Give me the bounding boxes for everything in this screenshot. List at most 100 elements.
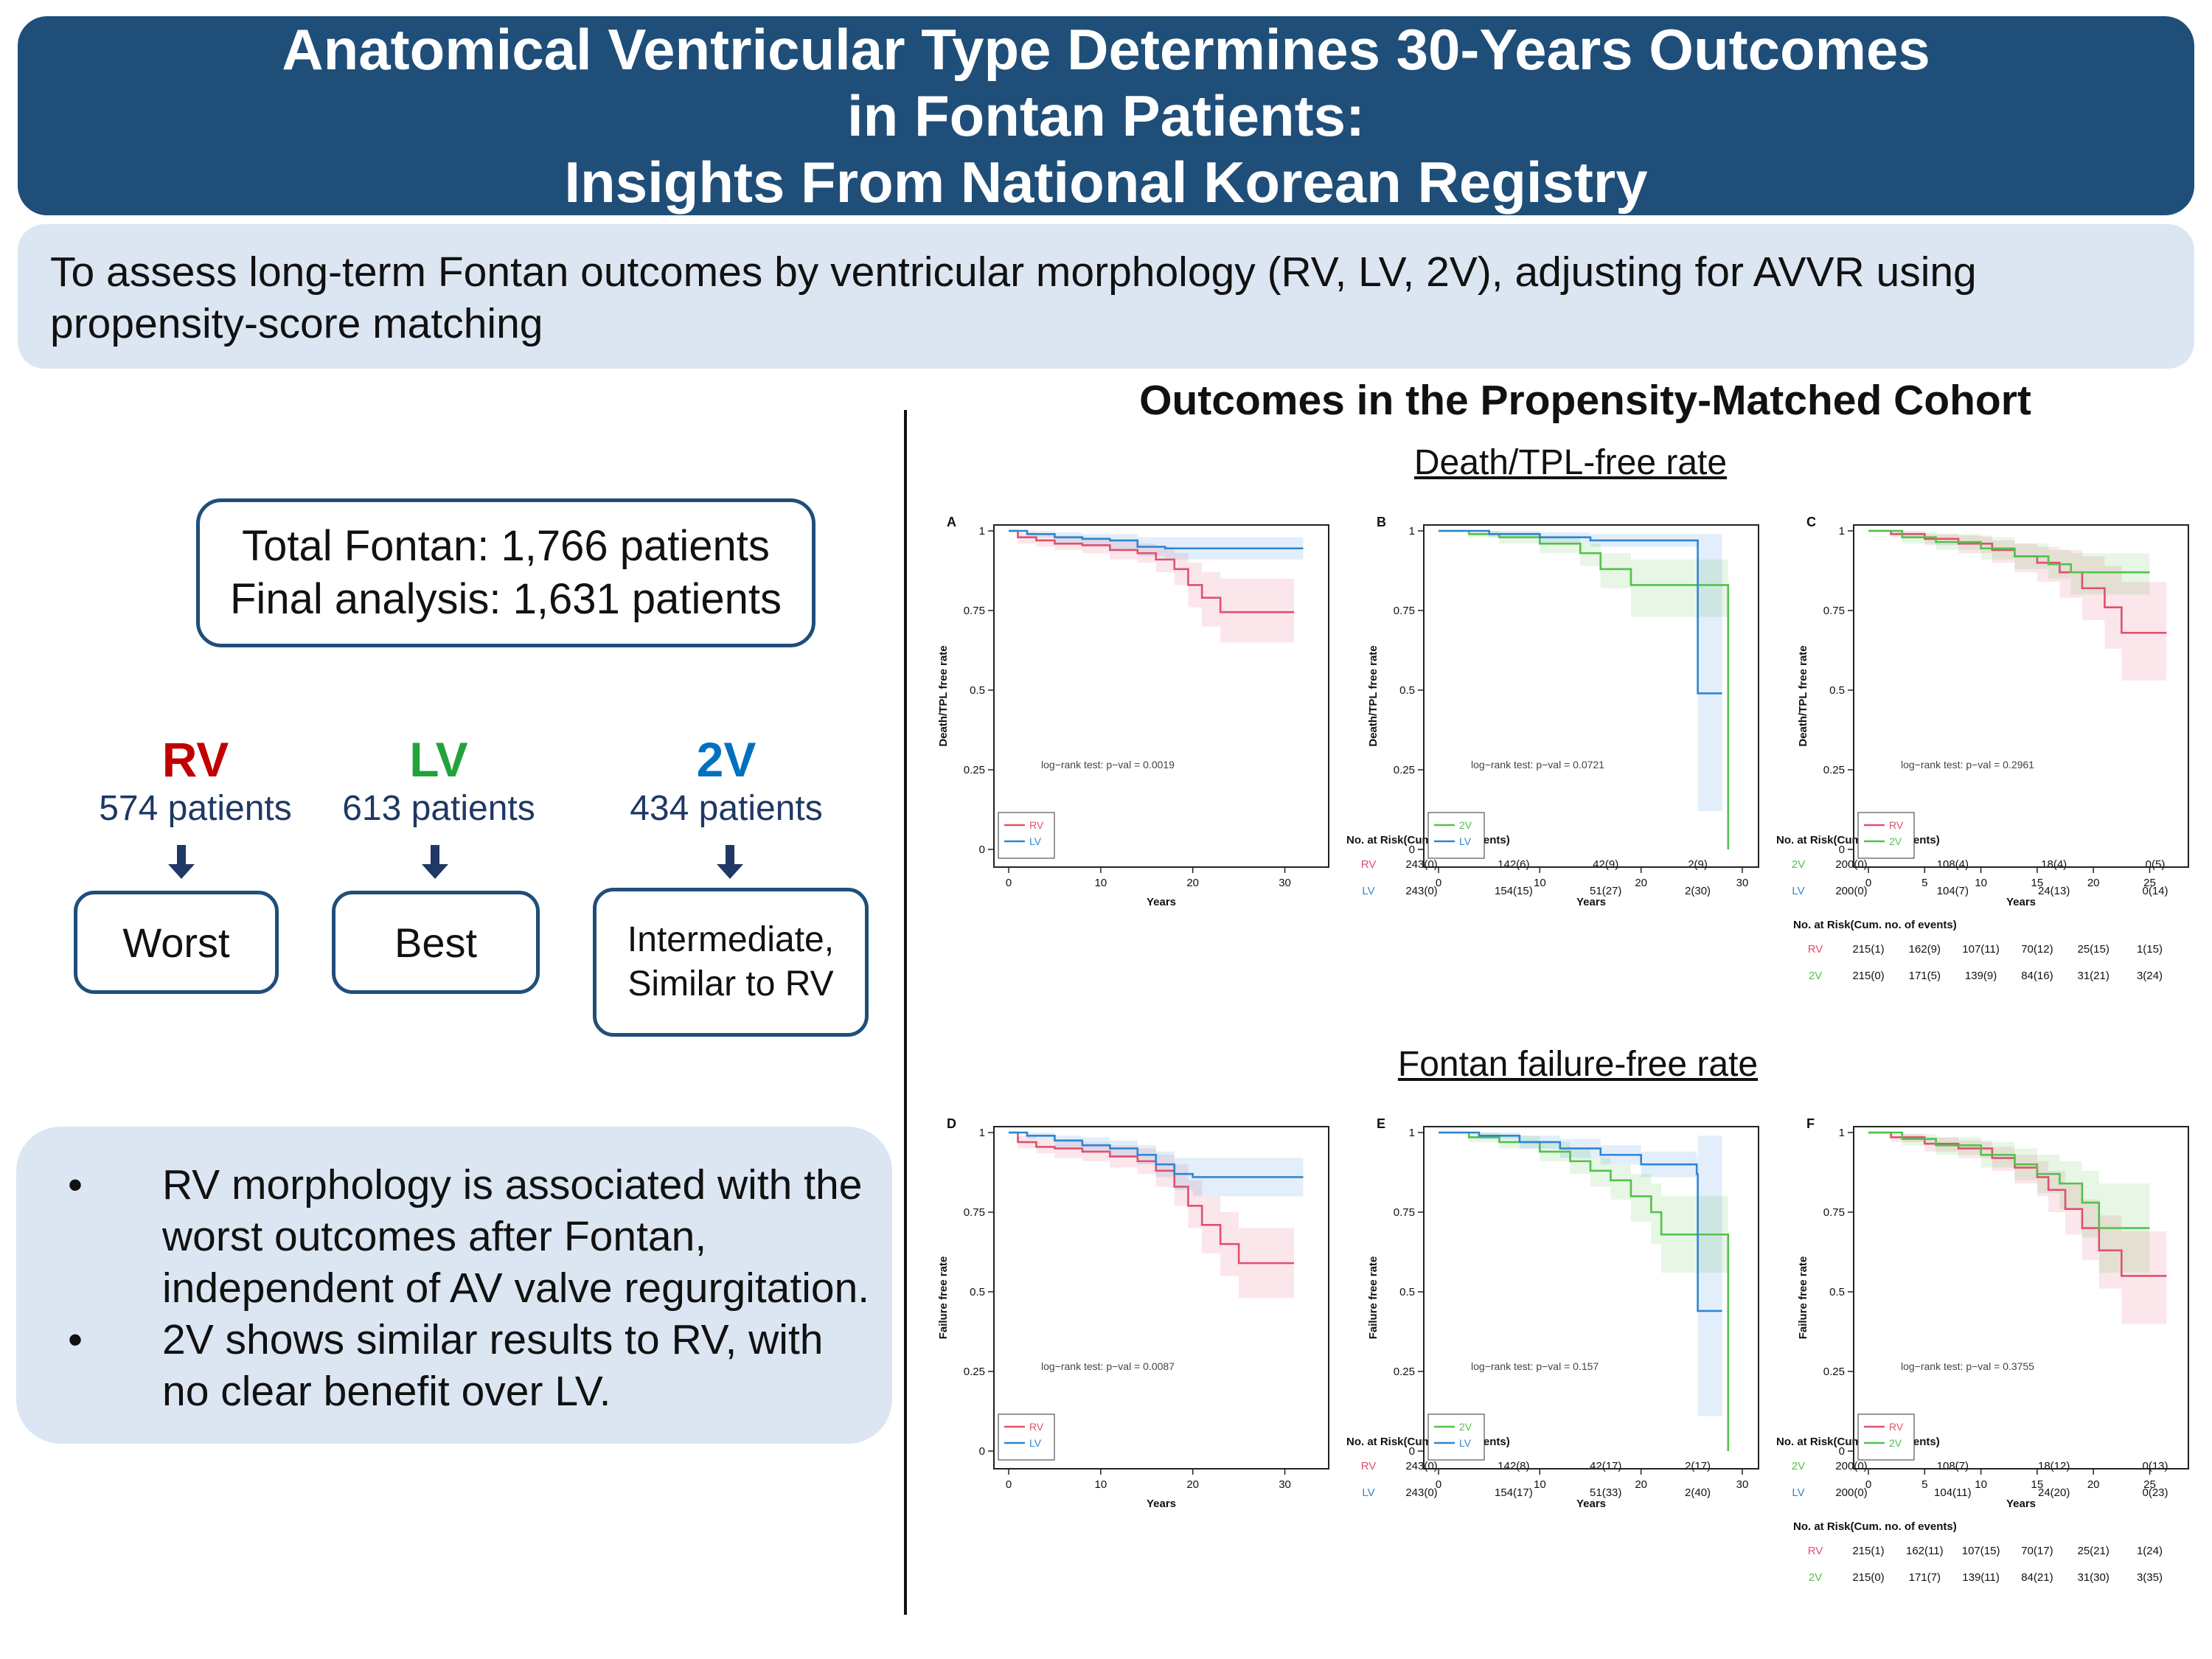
y-tick-label: 0.5	[1399, 684, 1415, 697]
x-axis-label: Years	[1147, 896, 1176, 908]
km-curve-lv	[1439, 529, 1722, 695]
risk-cell: 0(14)	[2142, 885, 2168, 897]
ci-band-2v	[1868, 1133, 2150, 1273]
pval-text: log−rank test: p−val = 0.0087	[1041, 1360, 1175, 1372]
panel-letter: A	[947, 515, 956, 529]
group-rv: RV 574 patients	[81, 731, 310, 830]
y-tick-label: 0.5	[970, 684, 985, 697]
risk-cell: 162(9)	[1909, 943, 1941, 956]
legend-label-rv: RV	[1029, 819, 1044, 831]
group-2v: 2V 434 patients	[605, 731, 848, 830]
risk-cell: 2(40)	[1685, 1486, 1711, 1499]
risk-cell: 215(1)	[1852, 1545, 1884, 1557]
risk-cell: 3(24)	[2137, 970, 2163, 982]
y-axis-label: Death/TPL free rate	[1797, 645, 1809, 746]
risk-cell: 104(7)	[1937, 885, 1969, 897]
x-axis-label: Years	[2006, 896, 2036, 908]
y-axis-label: Failure free rate	[1367, 1256, 1380, 1340]
final-analysis-text: Final analysis: 1,631 patients	[230, 575, 782, 623]
x-tick-label: 20	[2087, 1478, 2100, 1491]
x-tick-label: 30	[1736, 877, 1749, 889]
risk-cell: 25(21)	[2078, 1545, 2110, 1557]
y-tick-label: 0.75	[1823, 605, 1845, 617]
panel-letter: F	[1806, 1116, 1815, 1131]
title-line-1: Anatomical Ventricular Type Determines 3…	[282, 17, 1930, 82]
risk-cell: 84(21)	[2021, 1571, 2053, 1584]
km-plot-a: A 0 0.25 0.5 0.75 1 0 10 20 30 Death/TPL free rate…	[931, 510, 1756, 912]
legend-box	[1857, 812, 1915, 859]
ci-band-rv	[1009, 1133, 1295, 1298]
ci-band-2v	[1868, 531, 2150, 595]
section-title-fontan-failure: Fontan failure-free rate	[1397, 1045, 1759, 1084]
conclusion-box: • RV morphology is associated with the wo…	[16, 1127, 892, 1444]
panel-letter: D	[947, 1116, 956, 1131]
risk-cell: 171(5)	[1909, 970, 1941, 982]
risk-cell: 51(27)	[1590, 885, 1621, 897]
rv-result-text: Worst	[122, 919, 230, 966]
y-tick-label: 1	[1409, 1127, 1415, 1139]
risk-cell: 24(20)	[2038, 1486, 2070, 1499]
x-tick-label: 30	[1279, 877, 1291, 889]
conclusion-text-1: RV morphology is associated with the wor…	[162, 1161, 870, 1312]
risk-row-label: 2V	[1809, 1571, 1822, 1584]
x-tick-label: 10	[1095, 877, 1107, 889]
risk-cell: 154(15)	[1495, 885, 1533, 897]
risk-cell: 243(0)	[1405, 1486, 1437, 1499]
y-tick-label: 0	[979, 1445, 985, 1458]
x-tick-label: 10	[1095, 1478, 1107, 1491]
x-axis-label: Years	[1147, 1498, 1176, 1510]
x-tick-label: 5	[1921, 1478, 1927, 1491]
group-2v-patients: 434 patients	[630, 789, 823, 828]
y-tick-label: 0.25	[964, 1366, 985, 1378]
x-tick-label: 15	[2031, 1478, 2044, 1491]
y-tick-label: 0.25	[1394, 764, 1415, 776]
y-tick-label: 0	[1409, 1445, 1415, 1458]
risk-row-label: LV	[1362, 1486, 1374, 1499]
plot-frame	[993, 524, 1329, 868]
risk-cell: 139(9)	[1965, 970, 1997, 982]
y-tick-label: 0.75	[1394, 605, 1415, 617]
risk-cell: 104(11)	[1934, 1486, 1972, 1499]
conclusion-item: • 2V shows similar results to RV, with no…	[46, 1314, 870, 1417]
x-tick-label: 0	[1865, 1478, 1871, 1491]
pval-text: log−rank test: p−val = 0.3755	[1901, 1360, 2034, 1372]
risk-cell: 70(12)	[2021, 943, 2053, 956]
km-curve-2v	[1868, 529, 2150, 574]
group-2v-name: 2V	[696, 732, 757, 787]
ci-band-lv	[1439, 1133, 1722, 1416]
group-lv: LV 613 patients	[324, 731, 553, 830]
risk-row-label: RV	[1361, 1460, 1377, 1472]
risk-cell: 24(13)	[2038, 885, 2070, 897]
legend-box	[1427, 1413, 1485, 1461]
pval-text: log−rank test: p−val = 0.0721	[1471, 759, 1604, 771]
conclusion-text-2: 2V shows similar results to RV, with no …	[162, 1316, 824, 1415]
total-fontan-text: Total Fontan: 1,766 patients	[242, 522, 770, 570]
risk-cell: 215(0)	[1852, 970, 1884, 982]
risk-cell: 70(17)	[2021, 1545, 2053, 1557]
x-tick-label: 0	[1436, 877, 1441, 889]
km-curve-lv	[1009, 1131, 1304, 1178]
y-axis-label: Failure free rate	[937, 1256, 950, 1340]
risk-table-svg: No. at Risk(Cum. no. of events) RV 215(1) 1…	[1793, 919, 2163, 982]
y-tick-label: 1	[979, 525, 985, 538]
km-plot-f: F 0 0.25 0.5 0.75 1 0 5 10 15 20 25 Failure free rat…	[1790, 1112, 2212, 1599]
vertical-divider	[904, 410, 907, 1615]
x-axis-label: Years	[1576, 1498, 1606, 1510]
km-plot-c: C 0 0.25 0.5 0.75 1 0 5 10 15 20 25 Death/TPL free r…	[1790, 510, 2212, 997]
risk-cell: 162(11)	[1906, 1545, 1944, 1557]
x-tick-label: 20	[1186, 877, 1199, 889]
km-curve-2v	[1439, 1131, 1730, 1451]
risk-row-label: 2V	[1792, 1460, 1805, 1472]
title-line-3: Insights From National Korean Registry	[564, 150, 1648, 215]
risk-cell: 215(1)	[1852, 943, 1884, 956]
y-tick-label: 0.5	[970, 1286, 985, 1298]
legend-label-2v: 2V	[1459, 819, 1472, 831]
x-tick-label: 15	[2031, 877, 2044, 889]
risk-row-label: RV	[1361, 858, 1377, 871]
risk-cell: 154(17)	[1495, 1486, 1533, 1499]
risk-cell: 2(30)	[1685, 885, 1711, 897]
x-axis-label: Years	[1576, 896, 1606, 908]
panel-letter: C	[1806, 515, 1816, 529]
